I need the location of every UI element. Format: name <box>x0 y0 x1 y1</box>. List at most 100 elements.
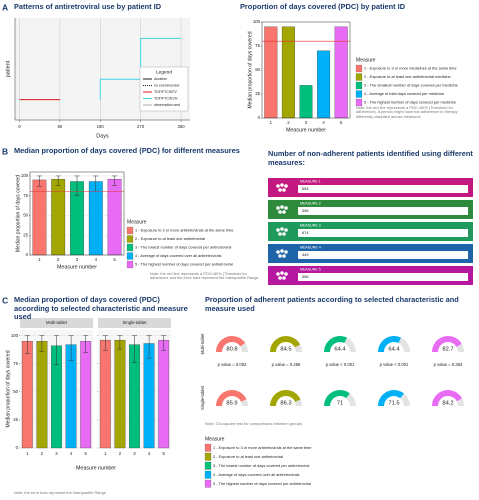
y-tick-label: 100 <box>11 333 19 338</box>
y-tick-label: 100 <box>21 173 29 178</box>
x-tick-label: 5 <box>340 120 343 125</box>
x-tick-label: 5 <box>113 257 116 262</box>
x-tick-label: 1 <box>38 257 41 262</box>
note: Note: the red line represents a PDC=80% … <box>150 271 259 281</box>
legend-label: 5 - The highest number of days covered p… <box>213 481 311 486</box>
x-tick-label: 4 <box>70 451 73 456</box>
y-axis-label: Median proportion of days covered <box>247 31 253 108</box>
legend-label: TDF/FTC/EFV <box>154 90 178 94</box>
facet-strip <box>98 318 171 328</box>
gauge-arc <box>270 390 301 406</box>
y-tick-label: 100 <box>253 19 261 24</box>
p-value: p value = 0.363 <box>434 362 463 367</box>
value-box <box>298 273 468 281</box>
gauge-arc <box>432 336 462 352</box>
gauge-arc <box>216 336 246 352</box>
bar <box>80 341 92 449</box>
p-value: p value = 0.266 <box>272 362 301 367</box>
gauge-track <box>344 337 356 352</box>
value-box <box>298 251 468 259</box>
y-tick-label: 75 <box>255 43 260 48</box>
x-axis-label: Measure number <box>76 465 116 471</box>
icon <box>284 206 288 210</box>
chart-title: Number of non-adherent patients identifi… <box>268 149 473 167</box>
icon <box>276 272 280 276</box>
x-tick-label: 270 <box>137 124 145 129</box>
y-axis-label: Median proportion of days covered <box>15 175 21 252</box>
gauge-value: 71.5 <box>388 401 399 407</box>
icon <box>280 183 284 187</box>
y-tick-label: 50 <box>23 213 28 218</box>
gauge-arc <box>324 390 350 406</box>
gauge-track <box>400 393 410 406</box>
p-value: p value < 0.001 <box>326 362 355 367</box>
x-tick-label: 1 <box>270 120 273 125</box>
legend-label: 1 - Exposure to 3 or more antiretroviral… <box>135 228 233 233</box>
gauge-track <box>241 399 248 406</box>
icon <box>282 188 286 192</box>
gauge-value: 64.4 <box>388 347 400 353</box>
icon <box>282 276 286 280</box>
legend-title: Measure <box>205 436 225 442</box>
y-tick-label: 0 <box>26 252 29 257</box>
tile-value: 396 <box>302 208 309 213</box>
legend-swatch <box>355 81 363 90</box>
panel-letter: C <box>2 295 8 305</box>
legend-label: 1 - Exposure to 3 or more antiretroviral… <box>213 445 311 450</box>
legend-swatch <box>204 470 212 479</box>
x-tick-label: 4 <box>322 120 325 125</box>
icon <box>280 227 284 231</box>
panel-letter: A <box>2 2 8 12</box>
gauge-value: 82.7 <box>442 347 453 353</box>
tile-label: MEASURE 4 <box>300 245 321 249</box>
gauge-arc <box>432 390 463 406</box>
bar <box>299 85 313 119</box>
value-box <box>298 229 468 237</box>
chart-title: Patterns of antiretroviral use by patien… <box>14 2 162 11</box>
value-box <box>298 185 468 193</box>
plot-frame <box>29 171 125 256</box>
note: Note: the red line represents a PDC=80% … <box>356 105 458 119</box>
chart-title: Proportion of adherent patients accordin… <box>205 295 459 313</box>
icon <box>282 232 286 236</box>
legend-swatch <box>126 243 134 252</box>
tile-bar <box>298 192 299 193</box>
y-axis-label: patient <box>5 60 11 77</box>
x-tick-label: 3 <box>133 451 136 456</box>
legend-label: 3 - The lowest number of days covered pe… <box>135 245 232 250</box>
error-bar <box>24 335 30 354</box>
error-bar <box>36 175 42 187</box>
facet-strip <box>20 318 93 328</box>
legend-swatch <box>126 226 134 235</box>
bar <box>36 341 48 449</box>
x-tick-label: 3 <box>55 451 58 456</box>
icon <box>284 272 288 276</box>
icon <box>278 232 282 236</box>
icon <box>278 188 282 192</box>
legend-label: 5 - The highest number of days covered p… <box>135 262 233 267</box>
x-tick-label: 1 <box>26 451 29 456</box>
legend-label: no event/censor <box>154 83 180 87</box>
bar <box>99 339 111 449</box>
legend-box <box>139 66 189 112</box>
legend-swatch <box>355 90 363 98</box>
plot-frame <box>261 21 351 119</box>
tile-value: 554 <box>302 186 309 191</box>
x-tick-label: 2 <box>119 451 122 456</box>
x-tick-label: 180 <box>97 124 105 129</box>
gauge-track <box>456 343 464 352</box>
gauge-track <box>240 342 248 352</box>
x-tick-label: 1 <box>104 451 107 456</box>
tile-bar <box>298 236 299 237</box>
gauge-track <box>294 344 302 352</box>
legend-swatch <box>204 443 212 452</box>
x-axis-label: Measure number <box>286 127 326 133</box>
icon <box>280 205 284 209</box>
legend-swatch <box>355 98 363 107</box>
x-axis-label: Measure number <box>57 264 97 270</box>
legend-title: Legend <box>156 69 172 75</box>
icon <box>278 276 282 280</box>
x-tick-label: 5 <box>85 451 88 456</box>
